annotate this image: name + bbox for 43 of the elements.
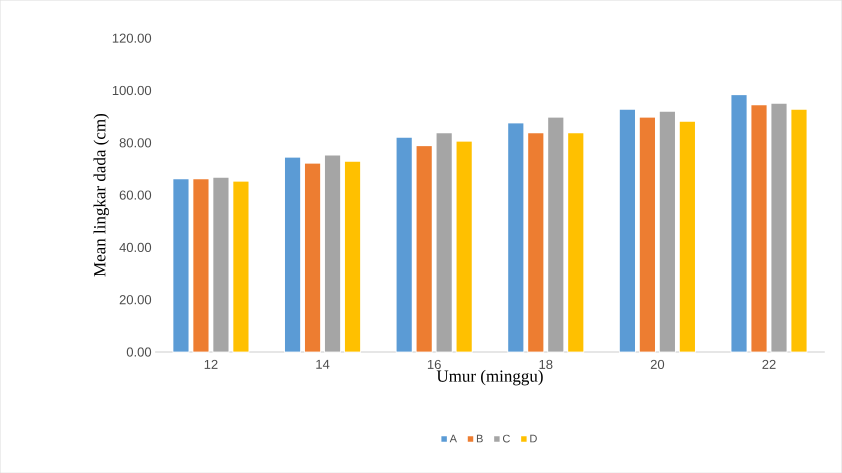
x-tick-label: 22 — [762, 360, 776, 369]
bar — [730, 94, 748, 352]
y-tick-label: 100.00 — [112, 86, 152, 96]
y-tick-label: 80.00 — [120, 138, 152, 148]
legend-label: C — [502, 434, 510, 442]
y-tick-label: 20.00 — [120, 295, 152, 304]
bar — [678, 120, 696, 352]
y-axis-title: Mean lingkar dada (cm) — [94, 114, 109, 276]
bar — [284, 156, 301, 352]
bar — [232, 180, 250, 352]
bar — [396, 136, 413, 352]
bar — [324, 154, 341, 352]
bar — [212, 176, 230, 352]
bar — [619, 108, 636, 352]
bar — [416, 145, 433, 352]
legend-label: D — [530, 434, 537, 442]
bar — [750, 104, 768, 352]
y-tick-label: 0.00 — [126, 347, 152, 357]
x-tick-label: 16 — [428, 360, 441, 369]
bar — [304, 162, 321, 352]
bar — [770, 102, 788, 352]
bar — [172, 178, 190, 352]
x-tick-label: 12 — [204, 360, 218, 369]
bar — [790, 108, 808, 352]
bar — [547, 116, 564, 352]
legend-label: B — [476, 434, 483, 442]
bar — [507, 122, 524, 352]
x-tick-label: 14 — [316, 360, 330, 369]
bar — [436, 132, 453, 352]
legend-label: A — [450, 434, 457, 442]
bar — [192, 178, 210, 352]
y-tick-label: 40.00 — [119, 242, 152, 252]
x-tick-label: 18 — [540, 360, 552, 369]
bar — [639, 116, 656, 352]
bar — [456, 140, 473, 352]
y-tick-label: 120.00 — [112, 33, 152, 43]
x-tick-label: 20 — [650, 360, 664, 369]
x-axis-title: Umur (minggu) — [436, 370, 543, 386]
bar — [567, 132, 584, 352]
bar — [344, 160, 361, 352]
y-tick-label: 60.00 — [120, 190, 152, 200]
bar — [527, 132, 544, 352]
bar — [658, 110, 676, 352]
